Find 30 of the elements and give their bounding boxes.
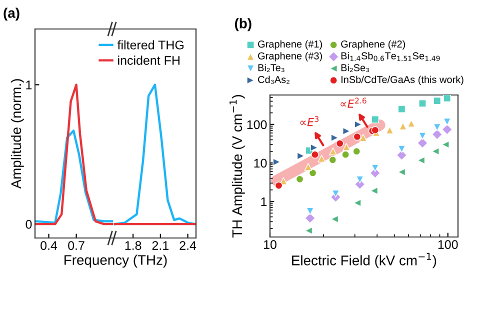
y-tick-label: 1 (26, 80, 32, 90)
x-axis-title: Electric Field (kV cm$^{−1}$) (292, 252, 436, 268)
y-tick-label: 10 (254, 158, 267, 168)
x-tick-label: 0.4 (40, 241, 58, 250)
legend-label: filtered THG (117, 40, 184, 50)
legend-label: Bi$_{1.4}$Sb$_{0.6}$Te$_{1.51}$Se$_{1.49}$ (341, 52, 440, 62)
y-tick-label: 0 (26, 220, 32, 229)
legend-label: Graphene (#1) (258, 40, 322, 50)
legend-label: InSb/CdTe/GaAs (this work) (342, 76, 464, 86)
legend-label: Bi₂Se₃ (341, 64, 370, 72)
x-tick-label: 2.1 (152, 241, 169, 250)
x-tick-label: 0.7 (68, 241, 84, 250)
legend-label: Bi₂Te₃ (258, 64, 284, 72)
y-axis-title: Amplitude (norm.) (10, 79, 24, 189)
legend-label: Graphene (#2) (341, 40, 406, 50)
x-tick-label: 2.4 (180, 241, 196, 250)
x-tick-label: 100 (438, 240, 458, 249)
annotation: ∝E$^{3}$ (300, 116, 318, 126)
chart-title: (b) (234, 18, 252, 32)
legend-label: incident FH (118, 56, 180, 65)
x-axis-title: Frequency (THz) (64, 254, 167, 268)
y-axis-title: TH Amplitude (V cm$^{−1}$) (230, 95, 245, 238)
y-tick-label: 1 (261, 197, 267, 206)
legend-label: Graphene (#3) (258, 52, 322, 62)
x-tick-label: 10 (264, 240, 276, 249)
annotation: ∝E$^{2.6}$ (340, 98, 366, 108)
x-tick-label: 1.8 (125, 241, 142, 250)
chart-title: (a) (4, 8, 20, 21)
y-tick-label: 100 (247, 120, 267, 130)
legend-label: Cd₃As₂ (258, 76, 290, 84)
